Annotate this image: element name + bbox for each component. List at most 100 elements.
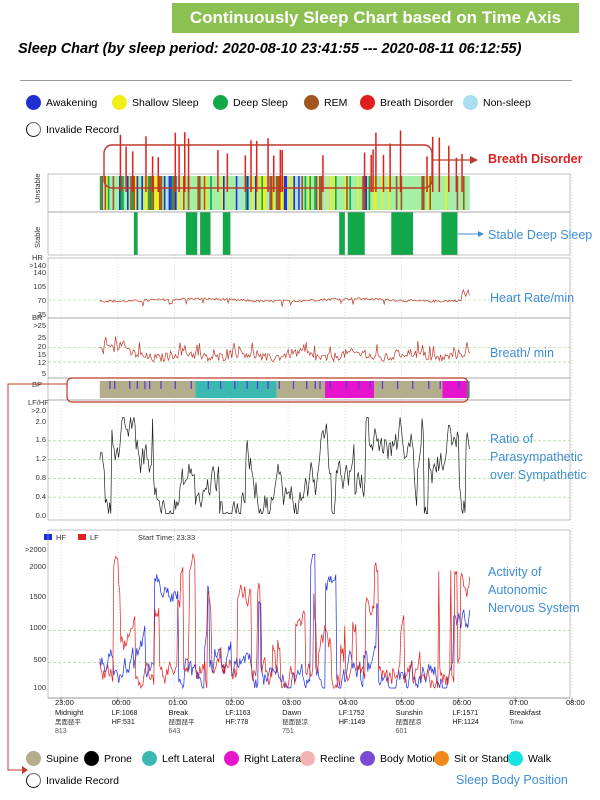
- stage-stripe: [246, 176, 249, 210]
- stage-stripe: [155, 176, 158, 210]
- red-circle-icon: [360, 95, 375, 110]
- stage-stripe: [270, 176, 273, 210]
- stage-stripe: [445, 176, 447, 210]
- stage-stripe: [102, 176, 105, 210]
- stage-stripe: [346, 176, 348, 210]
- magenta-circle-icon: [224, 751, 239, 766]
- annotation-ratio-line3: over Sympathetic: [490, 468, 587, 482]
- stage-stripe: [152, 176, 155, 210]
- teal-circle-icon: [142, 751, 157, 766]
- stage-stripe: [146, 176, 148, 210]
- y-tick-label: 2000: [29, 562, 46, 571]
- x-stat-label: LF:1163: [225, 710, 250, 717]
- x-period-sublabel: 琵面琵凉: [282, 717, 309, 726]
- stage-stripe: [104, 176, 107, 210]
- stage-stripe: [174, 176, 177, 210]
- legend-right-lateral: Right Lateral: [224, 751, 304, 766]
- legend-label: Non-sleep: [483, 96, 531, 109]
- breath-disorder-mark: [375, 132, 377, 192]
- legend-recline: Recline: [300, 751, 355, 766]
- stable-deep-block: [339, 212, 345, 255]
- breath-disorder-mark: [399, 130, 402, 192]
- breath-disorder-mark: [382, 154, 385, 192]
- legend-deep-sleep: Deep Sleep: [213, 95, 288, 110]
- stage-stripe: [163, 176, 166, 210]
- x-tick-label: 23:00: [55, 698, 74, 707]
- position-segment: [99, 381, 196, 398]
- body-motion-mark: [428, 381, 430, 389]
- stage-stripe: [130, 176, 132, 210]
- y-tick-label: >140: [29, 261, 46, 270]
- x-period-label: Dawn: [282, 708, 301, 717]
- x-tick-label: 03:00: [282, 698, 301, 707]
- y-tick-label: >25: [33, 321, 46, 330]
- y-tick-label: 500: [33, 655, 46, 664]
- legend-label: Invalide Record: [46, 123, 119, 136]
- black-circle-icon: [84, 751, 99, 766]
- stage-stripe: [326, 176, 329, 210]
- body-motion-mark: [458, 381, 460, 389]
- stage-stripe: [280, 176, 283, 210]
- stage-stripe: [254, 176, 257, 210]
- y-tick-label: 0.0: [36, 511, 46, 520]
- hollow-circle-icon: [26, 122, 41, 137]
- breath-disorder-mark: [125, 146, 127, 192]
- stage-stripe: [205, 176, 207, 210]
- stage-stripe: [197, 176, 199, 210]
- stage-stripe: [157, 176, 159, 210]
- stage-stripe: [118, 176, 121, 210]
- hf-legend-label: HF: [56, 533, 66, 542]
- y-tick-label: 15: [38, 350, 46, 359]
- body-motion-mark: [412, 381, 414, 389]
- breath-disorder-mark: [370, 154, 372, 192]
- legend-label: Prone: [104, 752, 133, 765]
- stage-stripe: [278, 176, 281, 210]
- body-motion-mark: [136, 381, 139, 389]
- stage-stripe: [357, 176, 359, 210]
- stage-stripe: [283, 176, 286, 210]
- breath-disorder-mark: [131, 151, 134, 192]
- panel-frame: [47, 211, 571, 256]
- stage-stripe: [333, 176, 335, 210]
- stage-stripe: [149, 176, 151, 210]
- stage-stripe: [429, 176, 431, 210]
- y-tick-label: 1.6: [36, 435, 46, 444]
- stage-stripe: [269, 176, 271, 210]
- legend-label: Right Lateral: [244, 752, 304, 765]
- row-label-unstable: Unstable: [33, 173, 42, 203]
- x-tick-label: 02:00: [225, 698, 244, 707]
- stage-stripe: [293, 176, 295, 210]
- stage-stripe: [422, 176, 425, 210]
- position-arrowhead: [22, 766, 28, 774]
- stage-stripe: [365, 176, 367, 210]
- start-time-label: Start Time: 23:33: [138, 533, 195, 542]
- body-motion-mark: [149, 381, 151, 389]
- stage-stripe: [262, 176, 265, 210]
- x-period-label: Sunshin: [396, 708, 423, 717]
- annotation-breath-disorder: Breath Disorder: [488, 152, 583, 166]
- stage-stripe: [141, 176, 143, 210]
- stable-deep-block: [347, 212, 365, 255]
- stage-stripe: [160, 176, 163, 210]
- position-callout: [66, 377, 469, 403]
- x-stat-label: LF:1068: [112, 710, 138, 717]
- stage-stripe: [221, 176, 223, 210]
- breath-disorder-mark: [184, 132, 186, 192]
- stage-stripe: [272, 176, 275, 210]
- position-segment: [276, 381, 326, 398]
- annotation-activity-line2: Autonomic: [488, 583, 548, 597]
- legend-label: REM: [324, 96, 348, 109]
- y-tick-label: 12: [38, 358, 46, 367]
- x-stat-label: 751: [282, 728, 294, 735]
- stage-stripe: [307, 176, 310, 210]
- body-motion-mark: [319, 381, 321, 389]
- legend-non-sleep: Non-sleep: [463, 95, 531, 110]
- x-stat-label: HF:531: [112, 719, 135, 726]
- stage-stripe: [99, 176, 102, 210]
- stage-stripe: [158, 176, 161, 210]
- panel-label: BR: [32, 313, 43, 322]
- stage-stripe: [112, 176, 115, 210]
- position-segment: [374, 381, 443, 398]
- heart-rate-line: [99, 288, 470, 307]
- body-motion-mark: [190, 381, 192, 389]
